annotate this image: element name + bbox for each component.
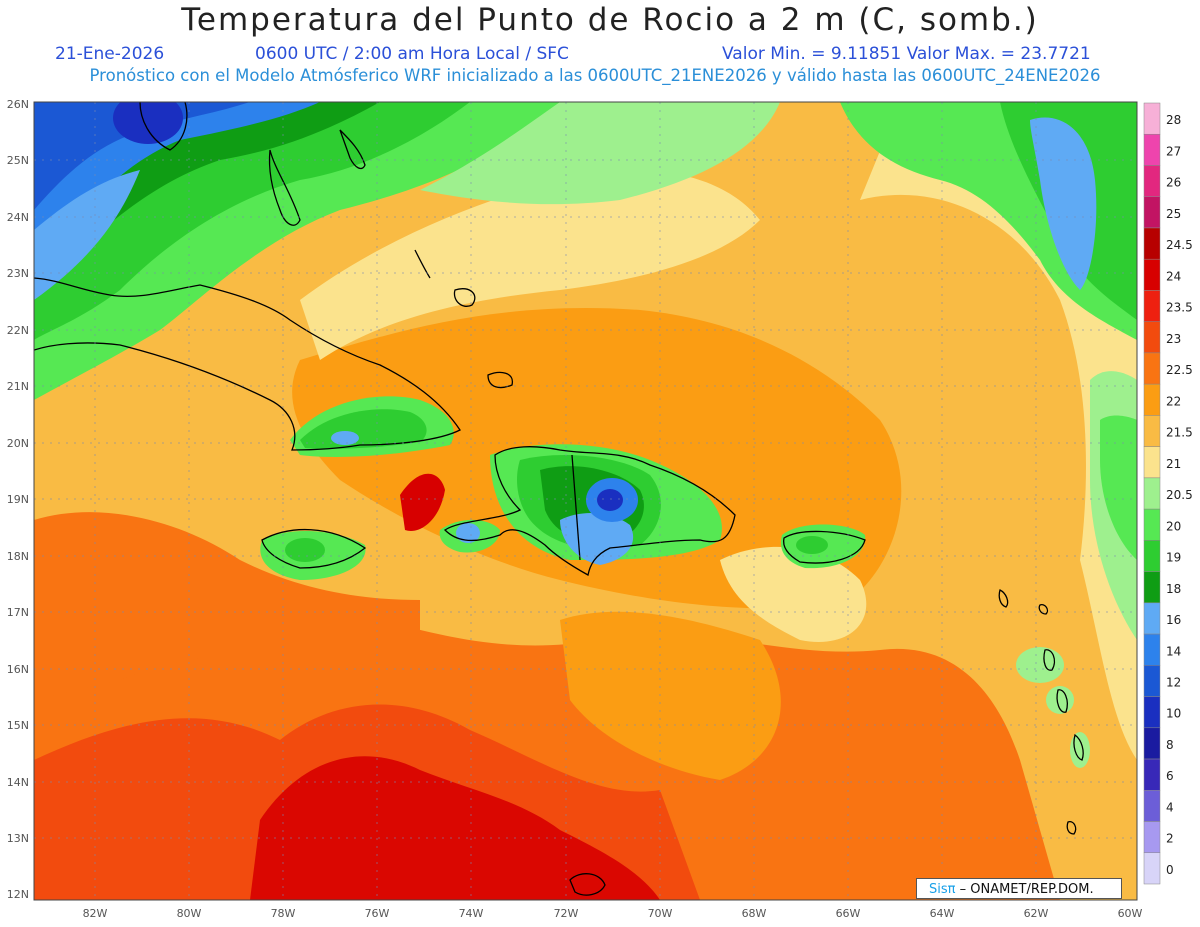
legend-label: 2 (1166, 832, 1174, 846)
legend-swatch (1143, 633, 1161, 666)
credit-box: Sisπ – ONAMET/REP.DOM. (916, 878, 1122, 899)
legend-swatch (1143, 321, 1161, 354)
legend-swatch (1143, 665, 1161, 697)
lon-label: 80W (177, 907, 202, 920)
lat-label: 23N (7, 267, 29, 280)
lon-label: 74W (459, 907, 484, 920)
legend-label: 23 (1166, 332, 1181, 346)
lon-label: 60W (1118, 907, 1143, 920)
legend-label: 25 (1166, 207, 1181, 221)
lat-label: 14N (7, 776, 29, 789)
forecast-date: 21-Ene-2026 (55, 44, 165, 64)
legend-swatch (1143, 446, 1161, 479)
lat-label: 16N (7, 663, 29, 676)
lon-label: 64W (930, 907, 955, 920)
lat-label: 24N (7, 211, 29, 224)
legend-label: 27 (1166, 144, 1181, 158)
legend-label: 24.5 (1166, 238, 1193, 252)
lon-label: 82W (83, 907, 108, 920)
legend-swatch (1143, 383, 1161, 416)
lon-label: 78W (271, 907, 296, 920)
lon-label: 68W (742, 907, 767, 920)
legend-swatch (1143, 602, 1161, 635)
legend-label: 16 (1166, 613, 1181, 627)
lat-label: 17N (7, 606, 29, 619)
lon-axis: 82W 80W 78W 76W 74W 72W 70W 68W 66W 64W … (83, 907, 1143, 920)
lat-label: 12N (7, 888, 29, 901)
legend-label: 18 (1166, 582, 1181, 596)
lat-label: 15N (7, 719, 29, 732)
lat-label: 26N (7, 98, 29, 111)
legend-label: 8 (1166, 738, 1174, 752)
legend-swatch (1143, 133, 1161, 166)
lat-label: 19N (7, 493, 29, 506)
legend-label: 21 (1166, 457, 1181, 471)
legend-label: 12 (1166, 676, 1181, 690)
map-title: Temperatura del Punto de Rocio a 2 m (C,… (181, 2, 1039, 38)
legend-label: 6 (1166, 769, 1174, 783)
lon-label: 72W (554, 907, 579, 920)
legend-label: 24 (1166, 269, 1181, 283)
legend-swatch (1143, 258, 1161, 291)
legend-label: 20.5 (1166, 488, 1193, 502)
lat-label: 18N (7, 550, 29, 563)
legend-swatch (1143, 352, 1161, 385)
dewpoint-field (34, 102, 1137, 900)
lon-label: 66W (836, 907, 861, 920)
legend-swatch (1143, 165, 1161, 197)
legend-swatch (1143, 477, 1161, 510)
lat-label: 20N (7, 437, 29, 450)
legend-swatch (1143, 852, 1161, 885)
legend-label: 22.5 (1166, 363, 1193, 377)
legend-label: 23.5 (1166, 301, 1193, 315)
map-frame (33, 101, 1138, 901)
legend-swatch (1143, 758, 1161, 791)
legend-swatch (1143, 508, 1161, 541)
lat-label: 22N (7, 324, 29, 337)
legend-label: 4 (1166, 800, 1174, 814)
forecast-time: 0600 UTC / 2:00 am Hora Local / SFC (255, 44, 569, 64)
legend-swatch (1143, 196, 1161, 229)
legend-label: 10 (1166, 707, 1181, 721)
legend-swatch (1143, 102, 1161, 135)
lat-label: 21N (7, 380, 29, 393)
legend-label: 21.5 (1166, 426, 1193, 440)
legend-swatch (1143, 821, 1161, 854)
lon-label: 62W (1024, 907, 1049, 920)
legend-label: 0 (1166, 863, 1174, 877)
legend-label: 28 (1166, 113, 1181, 127)
legend-swatch (1143, 290, 1161, 322)
sispi-logo: Sisπ (929, 882, 956, 897)
legend-swatch (1143, 790, 1161, 822)
legend-label: 19 (1166, 551, 1181, 565)
lat-label: 25N (7, 154, 29, 167)
legend-label: 20 (1166, 519, 1181, 533)
legend-label: 26 (1166, 176, 1181, 190)
color-legend: 2827262524.52423.52322.52221.52120.52019… (1143, 102, 1193, 885)
legend-swatch (1143, 540, 1161, 572)
legend-label: 22 (1166, 394, 1181, 408)
legend-swatch (1143, 727, 1161, 760)
min-max-values: Valor Min. = 9.11851 Valor Max. = 23.772… (722, 44, 1091, 64)
lon-label: 70W (648, 907, 673, 920)
graticule (34, 102, 1137, 900)
legend-label: 14 (1166, 644, 1181, 658)
model-info: Pronóstico con el Modelo Atmósferico WRF… (89, 66, 1101, 85)
legend-swatch (1143, 415, 1161, 447)
legend-swatch (1143, 571, 1161, 604)
legend-swatch (1143, 227, 1161, 260)
coastlines (34, 102, 1084, 896)
lat-axis: 26N 25N 24N 23N 22N 21N 20N 19N 18N 17N … (7, 98, 29, 901)
lat-label: 13N (7, 832, 29, 845)
legend-swatch (1143, 696, 1161, 729)
credit-text: – ONAMET/REP.DOM. (959, 882, 1094, 897)
lon-label: 76W (365, 907, 390, 920)
